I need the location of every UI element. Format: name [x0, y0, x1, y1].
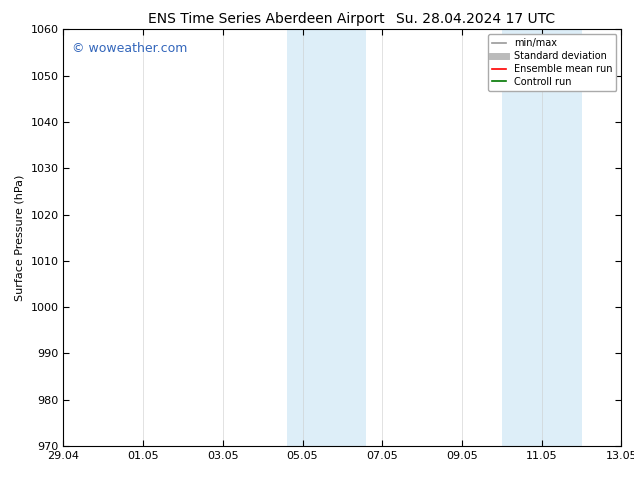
Legend: min/max, Standard deviation, Ensemble mean run, Controll run: min/max, Standard deviation, Ensemble me… [488, 34, 616, 91]
Text: © woweather.com: © woweather.com [72, 42, 187, 55]
Bar [287, 29, 366, 446]
Text: Su. 28.04.2024 17 UTC: Su. 28.04.2024 17 UTC [396, 12, 555, 26]
Bar [502, 29, 582, 446]
Text: ENS Time Series Aberdeen Airport: ENS Time Series Aberdeen Airport [148, 12, 385, 26]
Y-axis label: Surface Pressure (hPa): Surface Pressure (hPa) [15, 174, 25, 301]
